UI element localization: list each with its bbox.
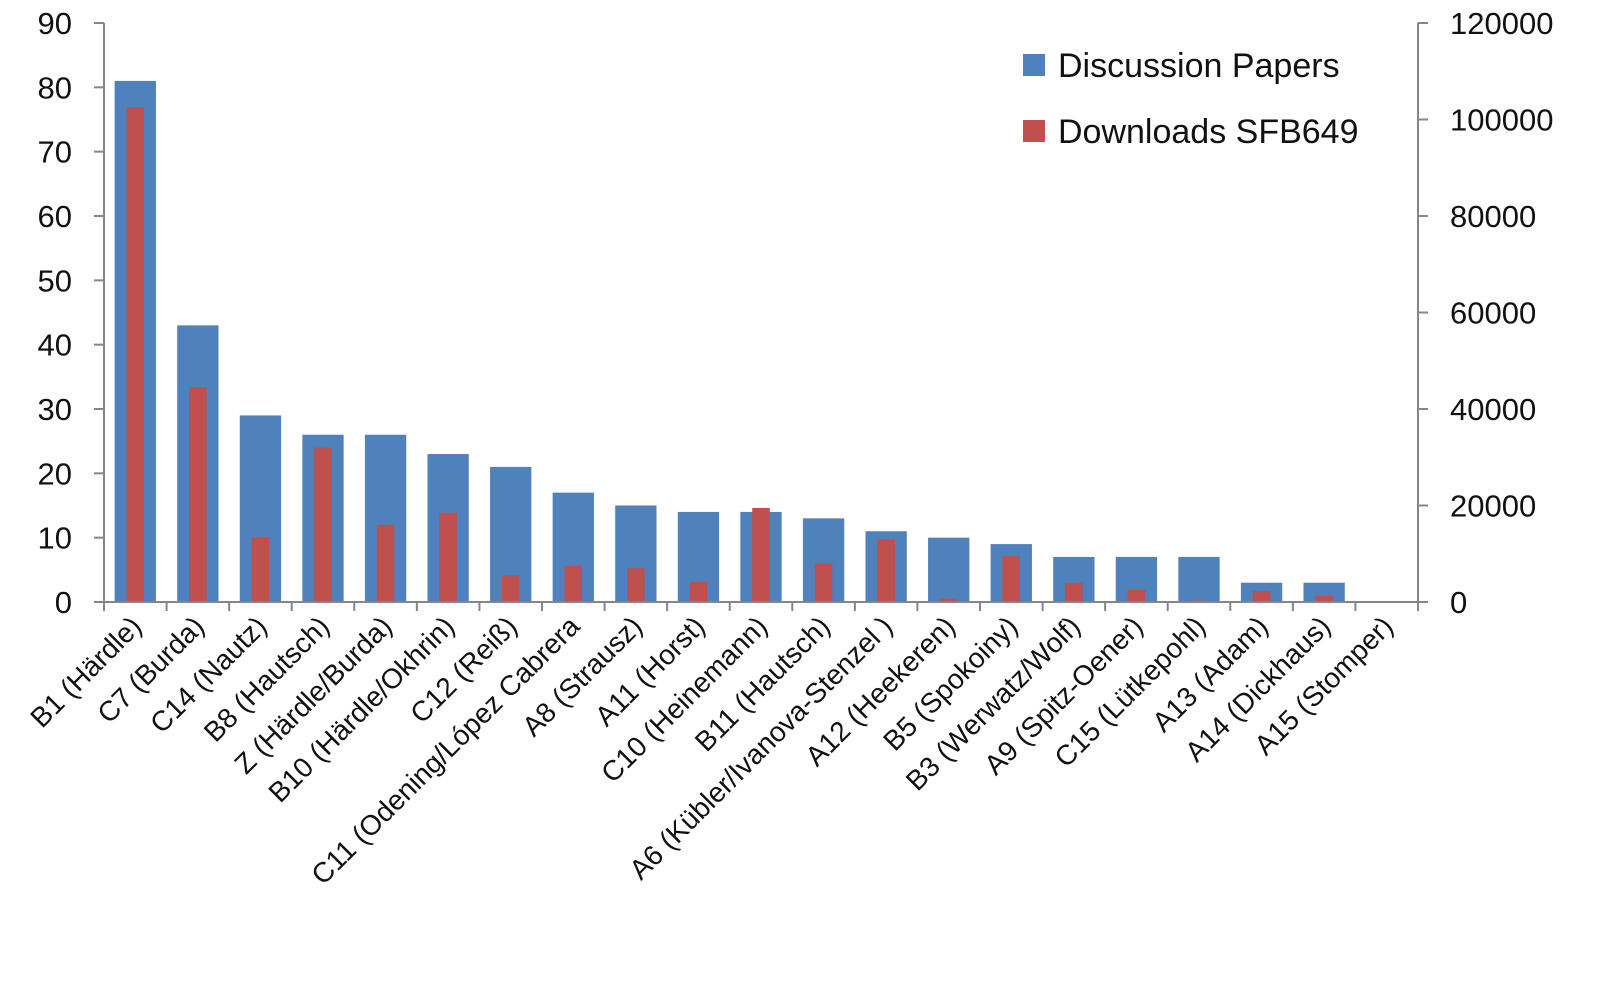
right-tick-label: 40000 (1450, 392, 1536, 427)
bar-downloads (189, 387, 207, 602)
bar-downloads (376, 524, 395, 602)
right-axis-tick-labels: 0 20000 40000 60000 80000 100000 120000 (1450, 6, 1553, 620)
bar-downloads (1315, 595, 1333, 602)
right-tick-label: 120000 (1450, 6, 1553, 41)
right-tick-label: 100000 (1450, 103, 1553, 138)
bar-downloads (627, 568, 645, 602)
left-tick-label: 30 (38, 392, 72, 427)
left-tick-label: 80 (38, 70, 72, 105)
bar-discussion-papers (1303, 582, 1345, 602)
left-tick-label: 90 (38, 6, 72, 41)
right-tick-label: 80000 (1450, 199, 1536, 234)
left-tick-label: 20 (38, 456, 72, 491)
left-axis-tick-labels: 0 10 20 30 40 50 60 70 80 90 (38, 6, 72, 620)
bar-downloads (314, 447, 332, 602)
bar-downloads (126, 107, 145, 602)
bar-downloads (1127, 589, 1146, 602)
bar-discussion-papers (1178, 556, 1220, 602)
bar-downloads (877, 539, 895, 602)
bar-downloads (1002, 556, 1021, 602)
left-tick-label: 0 (55, 585, 72, 620)
legend-swatch-downloads (1023, 120, 1045, 142)
left-tick-label: 10 (38, 521, 72, 556)
right-tick-label: 0 (1450, 585, 1467, 620)
category-labels: B1 (Härdle)C7 (Burda)C14 (Nautz)B8 (Haut… (24, 610, 1399, 890)
bar-downloads (939, 598, 958, 602)
legend-label-discussion-papers: Discussion Papers (1058, 47, 1340, 85)
bar-downloads (251, 536, 270, 602)
legend-label-downloads: Downloads SFB649 (1058, 113, 1359, 151)
bar-downloads (1252, 590, 1271, 602)
bar-downloads (564, 565, 583, 602)
axes (94, 22, 1428, 611)
bar-downloads (501, 575, 520, 602)
bar-downloads (439, 512, 457, 602)
right-tick-label: 60000 (1450, 296, 1536, 331)
legend: Discussion Papers Downloads SFB649 (1023, 47, 1359, 151)
discussion-papers-bars (114, 80, 1345, 602)
bar-downloads (689, 581, 708, 602)
right-tick-label: 20000 (1450, 489, 1536, 524)
bar-discussion-papers (928, 537, 970, 602)
bar-downloads (1065, 582, 1083, 602)
downloads-bars (126, 107, 1333, 602)
bar-downloads (814, 563, 833, 602)
left-tick-label: 50 (38, 263, 72, 298)
left-tick-label: 60 (38, 199, 72, 234)
bar-downloads (752, 507, 770, 602)
left-tick-label: 70 (38, 135, 72, 170)
left-tick-label: 40 (38, 328, 72, 363)
legend-swatch-discussion-papers (1023, 54, 1045, 76)
